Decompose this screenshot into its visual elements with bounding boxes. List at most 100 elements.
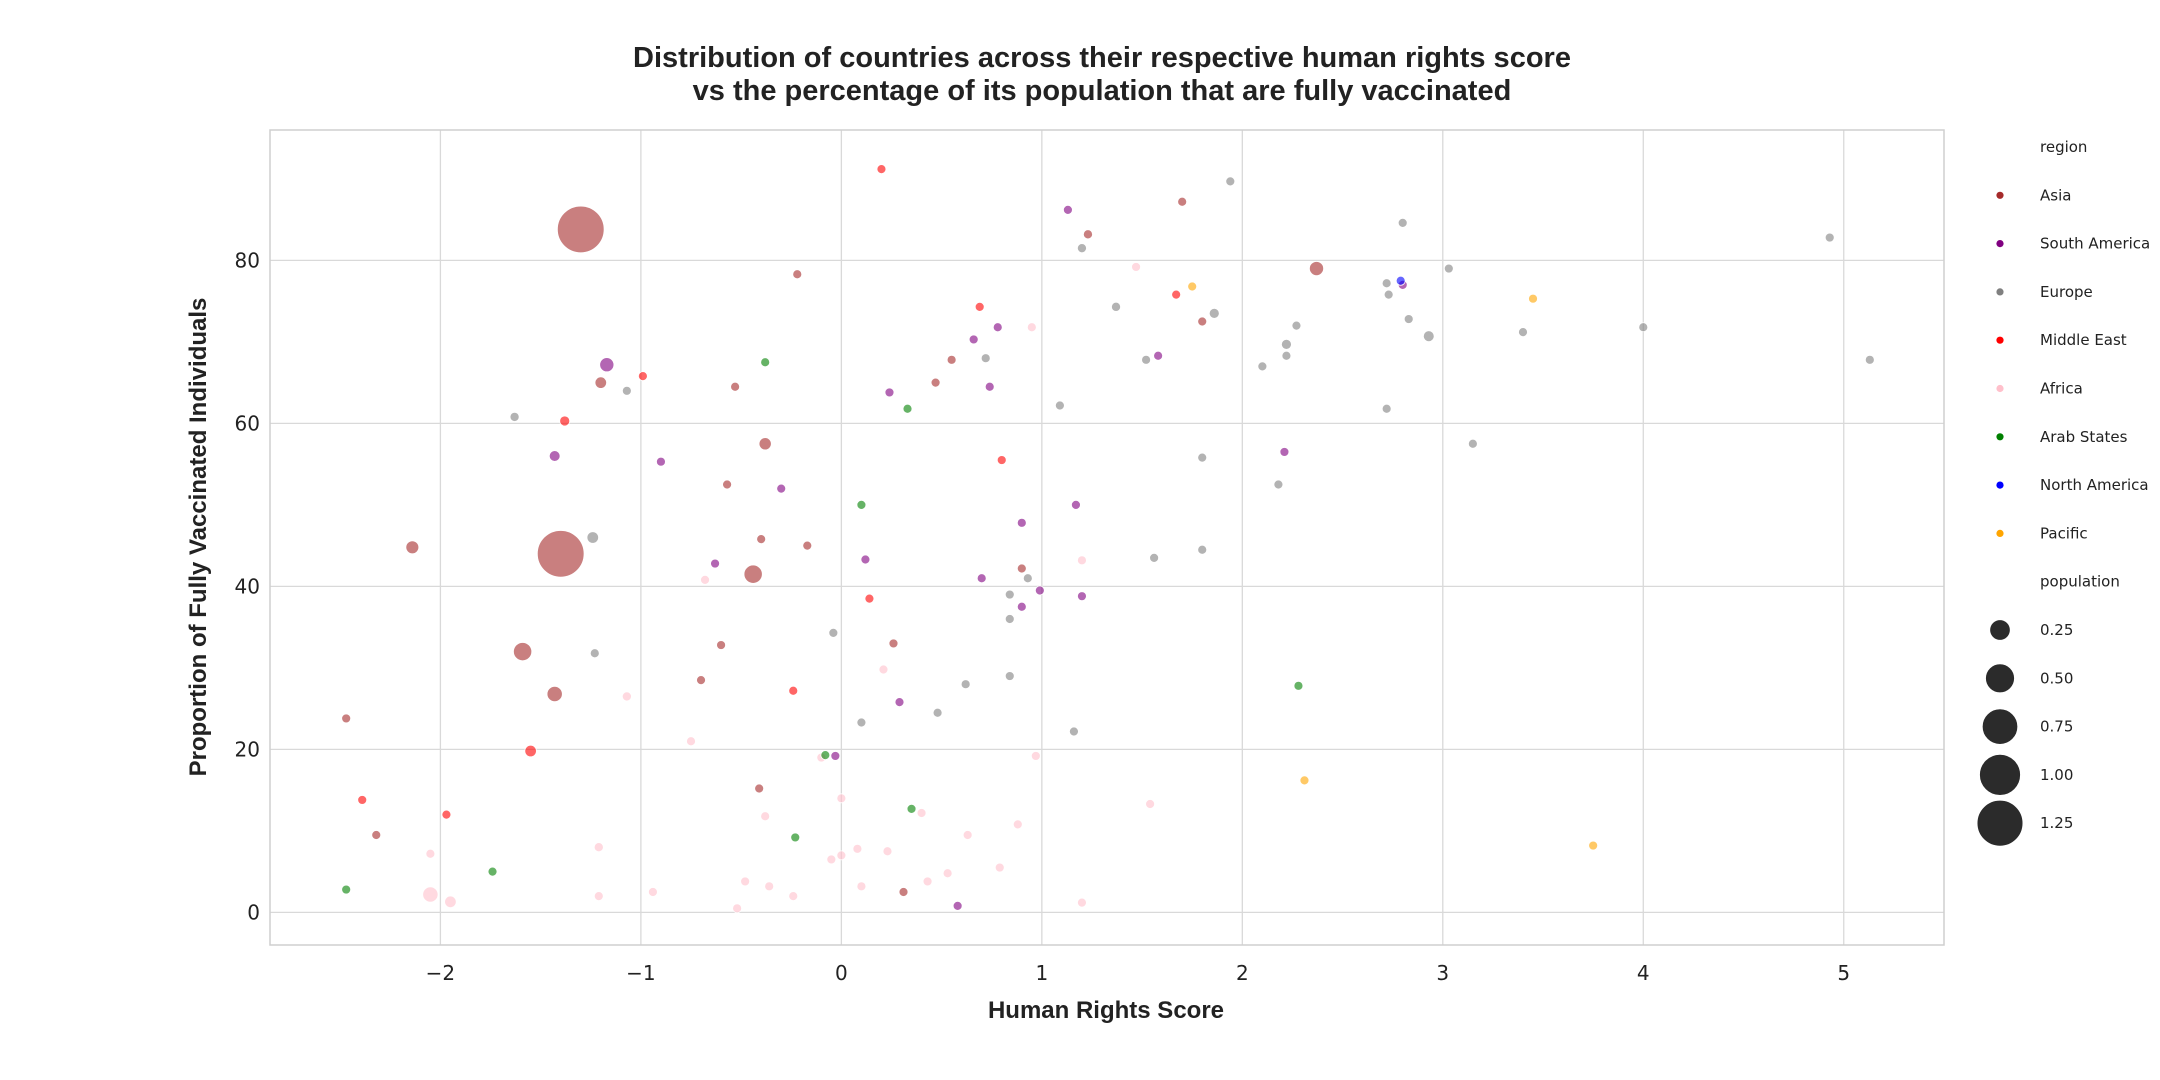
legend-marker bbox=[1996, 288, 2004, 296]
data-point bbox=[930, 377, 941, 388]
data-point bbox=[1054, 400, 1065, 411]
data-point bbox=[764, 881, 775, 892]
data-point bbox=[860, 554, 871, 565]
legend-size-label: 0.25 bbox=[2040, 621, 2073, 639]
data-point bbox=[621, 385, 632, 396]
data-point bbox=[856, 881, 867, 892]
data-point bbox=[1197, 544, 1208, 555]
data-point bbox=[1864, 354, 1875, 365]
data-point bbox=[1016, 601, 1027, 612]
data-point bbox=[1082, 229, 1093, 240]
chart-title-line1: Distribution of countries across their r… bbox=[633, 42, 1571, 74]
data-point bbox=[994, 862, 1005, 873]
data-point bbox=[1171, 289, 1182, 300]
legend-title-region: region bbox=[2040, 138, 2087, 156]
data-point bbox=[441, 809, 452, 820]
x-tick-label: 4 bbox=[1637, 961, 1650, 985]
legend-size-label: 1.25 bbox=[2040, 814, 2073, 832]
data-point bbox=[1197, 316, 1208, 327]
data-point bbox=[788, 891, 799, 901]
data-point bbox=[922, 876, 933, 887]
legend-marker bbox=[1996, 481, 2004, 489]
data-point bbox=[1395, 275, 1406, 286]
data-point bbox=[405, 540, 420, 555]
data-point bbox=[1187, 281, 1198, 292]
x-tick-label: −2 bbox=[426, 961, 455, 985]
data-point bbox=[1077, 897, 1087, 908]
data-point bbox=[996, 455, 1007, 465]
data-point bbox=[1443, 263, 1454, 274]
data-point bbox=[980, 353, 991, 364]
data-point bbox=[546, 685, 563, 703]
legend-marker bbox=[1996, 384, 2004, 393]
data-point bbox=[1111, 301, 1122, 312]
data-point bbox=[856, 499, 867, 510]
data-point bbox=[1149, 552, 1160, 563]
legend-marker bbox=[1996, 336, 2004, 344]
data-point bbox=[593, 891, 604, 901]
data-point bbox=[1145, 799, 1156, 809]
data-point bbox=[730, 381, 741, 392]
data-point bbox=[898, 887, 909, 897]
data-point bbox=[621, 691, 632, 702]
data-point bbox=[1279, 447, 1290, 457]
data-point bbox=[1638, 322, 1649, 333]
x-axis-label: Human Rights Score bbox=[988, 997, 1224, 1024]
grid bbox=[270, 130, 1944, 945]
data-point bbox=[758, 437, 772, 451]
legend-label: Asia bbox=[2040, 186, 2071, 204]
data-point bbox=[836, 850, 847, 861]
data-point bbox=[756, 534, 767, 545]
data-point bbox=[696, 675, 706, 686]
data-point bbox=[1177, 196, 1188, 207]
data-point bbox=[513, 642, 533, 662]
data-point bbox=[760, 357, 771, 368]
data-point bbox=[637, 371, 648, 382]
y-axis-label: Proportion of Fully Vaccinated Individua… bbox=[185, 298, 212, 777]
data-point bbox=[960, 679, 971, 690]
chart-title-line2: vs the percentage of its population that… bbox=[693, 75, 1512, 107]
legend-size-label: 1.00 bbox=[2040, 766, 2073, 784]
x-tick-label: 5 bbox=[1837, 961, 1850, 985]
data-point bbox=[1153, 350, 1164, 361]
data-point bbox=[1824, 232, 1835, 243]
legend-label: Europe bbox=[2040, 283, 2093, 301]
data-point bbox=[357, 795, 368, 805]
y-tick-label: 60 bbox=[235, 411, 260, 435]
data-point bbox=[1077, 555, 1087, 566]
data-point bbox=[820, 750, 831, 761]
data-point bbox=[1518, 327, 1528, 338]
data-point bbox=[1034, 585, 1045, 596]
data-point bbox=[548, 450, 561, 462]
legend-marker bbox=[1996, 433, 2004, 441]
x-tick-label: 2 bbox=[1236, 961, 1249, 985]
data-point bbox=[1141, 354, 1151, 365]
data-point bbox=[1422, 330, 1435, 343]
data-point bbox=[1063, 204, 1073, 215]
data-point bbox=[1076, 243, 1087, 254]
data-point bbox=[444, 895, 457, 909]
x-tick-label: 0 bbox=[835, 961, 848, 985]
data-point bbox=[1291, 320, 1302, 331]
data-point bbox=[788, 685, 799, 696]
legend-size-label: 0.75 bbox=[2040, 718, 2073, 736]
legend-label: North America bbox=[2040, 476, 2149, 494]
data-point bbox=[594, 376, 607, 389]
data-point bbox=[1381, 278, 1392, 289]
y-tick-label: 0 bbox=[247, 900, 260, 924]
legend-size-marker bbox=[1981, 708, 2019, 745]
data-point bbox=[740, 876, 751, 887]
data-point bbox=[902, 403, 913, 414]
x-tick-label: −1 bbox=[626, 961, 655, 985]
legend-label: South America bbox=[2040, 235, 2150, 253]
legend-marker bbox=[1996, 240, 2004, 248]
legend-label: Pacific bbox=[2040, 524, 2088, 542]
data-point bbox=[984, 381, 995, 392]
data-point bbox=[1071, 499, 1081, 510]
data-point bbox=[876, 164, 887, 175]
x-tick-label: 1 bbox=[1035, 961, 1048, 985]
data-point bbox=[1383, 289, 1394, 300]
data-point bbox=[962, 830, 973, 840]
data-point bbox=[656, 456, 666, 467]
